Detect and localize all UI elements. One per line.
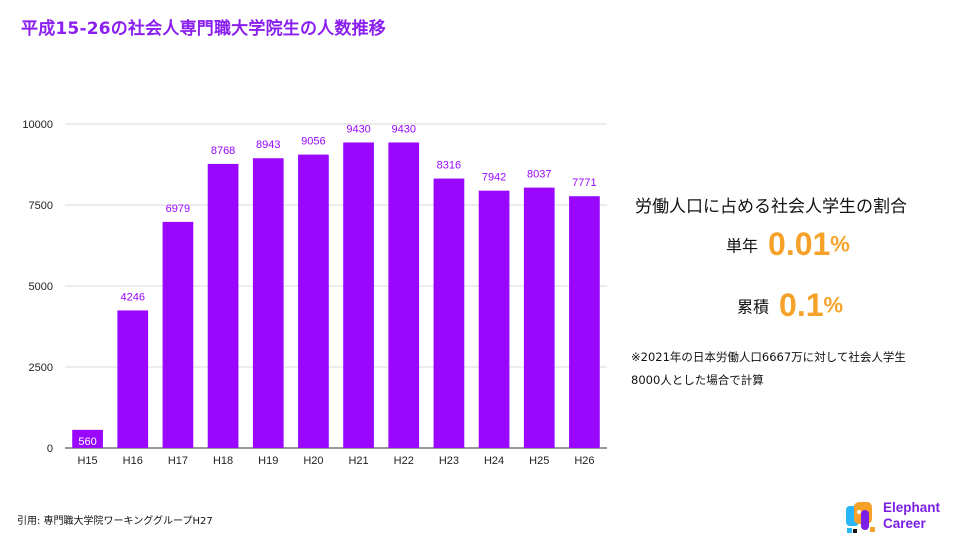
x-tick-label: H18: [213, 455, 233, 467]
data-label: 8943: [256, 139, 280, 151]
x-tick-label: H24: [484, 455, 504, 467]
ratio-heading: 労働人口に占める社会人学生の割合: [635, 197, 907, 217]
bar: [252, 158, 284, 448]
data-label: 8037: [527, 169, 551, 181]
data-label: 560: [78, 436, 96, 448]
data-label: 6979: [166, 203, 190, 215]
x-tick-label: H22: [394, 455, 414, 467]
source-citation: 引用: 専門職大学院ワーキンググループH27: [17, 516, 213, 527]
single-year-label: 単年: [726, 236, 759, 256]
x-tick-label: H20: [303, 455, 323, 467]
x-tick-label: H21: [348, 455, 368, 467]
bar-chart: 0 2500 5000 7500 10000 560 H15 4246 H16 6979 H17 87…: [22, 119, 607, 467]
cumulative-stat: 累積 0.1%: [737, 287, 843, 324]
single-year-stat: 単年 0.01%: [726, 226, 850, 263]
bar: [207, 163, 239, 448]
brand-logo: Elephant Career: [845, 498, 955, 538]
cumulative-unit: %: [823, 292, 844, 318]
y-tick-label: 2500: [29, 362, 53, 374]
single-year-value: 0.01: [768, 226, 831, 262]
bar: [117, 310, 149, 448]
bar: [569, 196, 600, 448]
cumulative-label: 累積: [737, 297, 770, 317]
brand-line-2: Career: [883, 516, 926, 531]
x-tick-label: H16: [123, 455, 143, 467]
bar: [388, 142, 420, 448]
bar: [72, 429, 103, 448]
data-label: 9430: [392, 123, 416, 135]
bar: [433, 178, 465, 449]
y-tick-label: 7500: [29, 200, 53, 212]
bar: [162, 221, 194, 448]
data-label: 7942: [482, 172, 506, 184]
x-tick-label: H15: [77, 455, 97, 467]
data-label: 4246: [121, 291, 145, 303]
x-tick-label: H26: [574, 455, 594, 467]
x-tick-label: H25: [529, 455, 549, 467]
cumulative-value: 0.1: [779, 287, 824, 323]
elephant-icon: [846, 502, 875, 533]
x-tick-label: H23: [439, 455, 459, 467]
bar: [478, 190, 510, 448]
y-tick-label: 10000: [22, 119, 53, 131]
note-line-1: ※2021年の日本労働人口6667万に対して社会人学生: [631, 350, 906, 364]
single-year-unit: %: [830, 231, 850, 257]
data-label: 9430: [346, 123, 370, 135]
x-tick-label: H17: [168, 455, 188, 467]
brand-name: Elephant Career: [883, 500, 940, 532]
bar: [298, 154, 329, 448]
data-label: 9056: [301, 136, 325, 148]
note-line-2: 8000人とした場合で計算: [631, 373, 764, 387]
bar: [343, 142, 374, 448]
y-tick-label: 0: [47, 443, 53, 455]
data-label: 8768: [211, 145, 235, 157]
data-label: 7771: [572, 177, 596, 189]
page-title: 平成15-26の社会人専門職大学院生の人数推移: [21, 19, 386, 39]
bar: [523, 187, 555, 448]
brand-line-1: Elephant: [883, 500, 941, 515]
y-tick-label: 5000: [29, 281, 53, 293]
calculation-note: ※2021年の日本労働人口6667万に対して社会人学生 8000人とした場合で計…: [631, 346, 941, 392]
x-tick-label: H19: [258, 455, 278, 467]
data-label: 8316: [437, 160, 461, 172]
